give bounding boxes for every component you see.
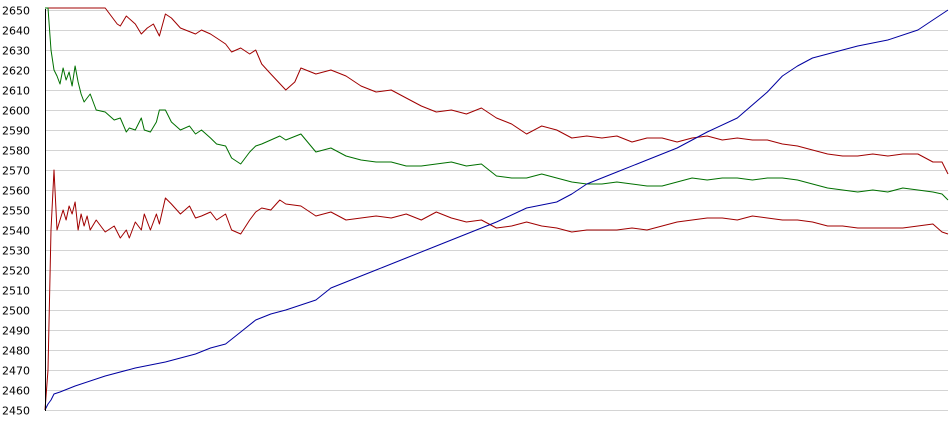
y-tick-label: 2650 xyxy=(2,5,30,18)
series-line-lower xyxy=(44,169,949,411)
y-tick-label: 2490 xyxy=(2,325,30,338)
y-tick-label: 2550 xyxy=(2,205,30,218)
y-tick-label: 2620 xyxy=(2,65,30,78)
y-tick-label: 2520 xyxy=(2,265,30,278)
y-tick-label: 2460 xyxy=(2,385,30,398)
y-tick-label: 2630 xyxy=(2,45,30,58)
y-tick-label: 2540 xyxy=(2,225,30,238)
series-line-upper xyxy=(45,7,949,175)
y-tick-label: 2470 xyxy=(2,365,30,378)
series-line-middle xyxy=(45,7,949,201)
y-tick-label: 2500 xyxy=(2,305,30,318)
y-tick-label: 2450 xyxy=(2,405,30,418)
series-line-rising xyxy=(44,9,949,411)
series-lines xyxy=(44,7,949,411)
y-tick-label: 2590 xyxy=(2,125,30,138)
y-tick-label: 2640 xyxy=(2,25,30,38)
y-tick-label: 2580 xyxy=(2,145,30,158)
y-tick-label: 2560 xyxy=(2,185,30,198)
y-axis-tick-labels: 2450 2460 2470 2480 2490 2500 2510 2520 2530 2540… xyxy=(2,5,30,418)
y-tick-label: 2610 xyxy=(2,85,30,98)
grid-lines xyxy=(45,10,948,411)
y-tick-label: 2480 xyxy=(2,345,30,358)
y-tick-label: 2510 xyxy=(2,285,30,298)
y-tick-label: 2530 xyxy=(2,245,30,258)
y-tick-label: 2600 xyxy=(2,105,30,118)
y-tick-label: 2570 xyxy=(2,165,30,178)
